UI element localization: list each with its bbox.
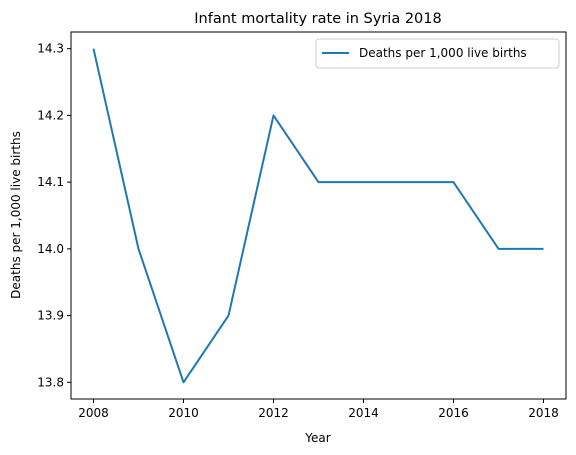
- x-axis: 2008 2010 2012 2014 2016 2018: [78, 399, 559, 420]
- y-axis-title: Deaths per 1,000 live births: [9, 131, 23, 299]
- y-axis: 13.8 13.9 14.0 14.1 14.2 14.3: [37, 42, 71, 389]
- legend: Deaths per 1,000 live births: [315, 38, 560, 69]
- y-tick-label: 14.1: [37, 175, 64, 189]
- legend-label: Deaths per 1,000 live births: [359, 46, 527, 60]
- x-tick-label: 2008: [78, 406, 109, 420]
- x-tick-label: 2018: [528, 406, 559, 420]
- y-tick-label: 13.9: [37, 309, 64, 323]
- x-tick-label: 2012: [258, 406, 289, 420]
- x-axis-title: Year: [304, 431, 330, 445]
- y-tick-label: 13.8: [37, 375, 64, 389]
- y-tick-label: 14.3: [37, 42, 64, 56]
- series-layer: [92, 48, 544, 384]
- legend-box: [315, 38, 560, 69]
- series-line: [92, 48, 544, 384]
- chart-title: Infant mortality rate in Syria 2018: [194, 11, 441, 27]
- x-tick-label: 2016: [438, 406, 469, 420]
- x-tick-label: 2014: [348, 406, 379, 420]
- y-tick-label: 14.2: [37, 108, 64, 122]
- y-tick-label: 14.0: [37, 242, 64, 256]
- plot-area-frame: [70, 31, 567, 400]
- x-tick-label: 2010: [168, 406, 199, 420]
